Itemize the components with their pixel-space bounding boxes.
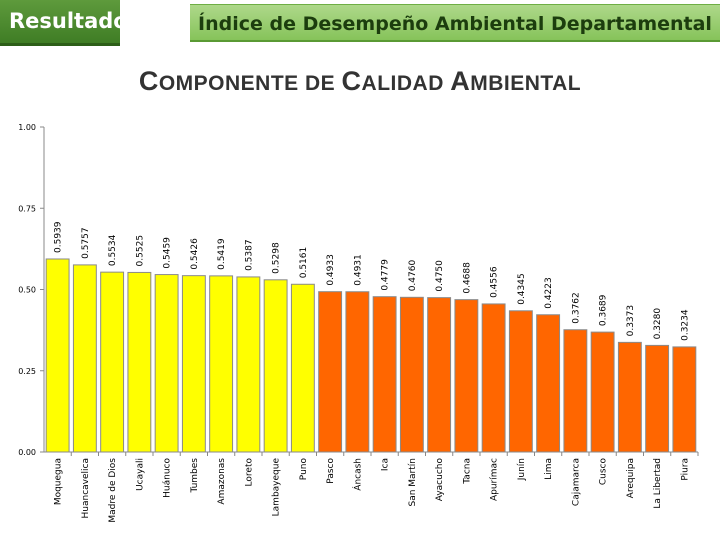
x-tick-label: Arequipa: [626, 458, 636, 498]
x-tick-label: Moquegua: [54, 458, 64, 505]
y-tick-label: 0.00: [18, 448, 36, 457]
chart-title-part: A: [450, 66, 471, 96]
x-tick-label: Huancavelica: [81, 458, 91, 518]
bar-value-label: 0.4760: [408, 260, 418, 292]
bar-value-label: 0.5298: [272, 242, 282, 274]
bar-value-label: 0.5426: [190, 238, 200, 270]
y-tick-label: 0.75: [18, 204, 36, 213]
x-tick-label: Cusco: [599, 458, 609, 486]
bar-value-label: 0.4345: [517, 273, 527, 305]
bar: [290, 283, 315, 453]
bar-value-label: 0.4223: [544, 277, 554, 309]
x-tick-label: Piura: [680, 458, 690, 481]
header: Resultado Índice de Desempeño Ambiental …: [0, 0, 720, 46]
x-tick-label: Ucayali: [135, 458, 145, 491]
bar: [536, 314, 561, 453]
chart-title-part: C: [341, 66, 362, 96]
bar-value-label: 0.4556: [490, 266, 500, 298]
bar: [454, 299, 479, 453]
bar: [345, 291, 370, 453]
x-tick-label: Tacna: [462, 458, 472, 485]
x-tick-label: Áncash: [351, 458, 363, 491]
bar: [127, 271, 152, 453]
x-tick-label: Lima: [544, 458, 554, 480]
x-tick-label: Pasco: [326, 458, 336, 484]
bar-value-label: 0.3762: [571, 292, 581, 324]
y-tick-label: 0.25: [18, 367, 36, 376]
bar: [617, 341, 642, 453]
x-tick-label: Loreto: [244, 458, 254, 487]
bar-value-label: 0.3689: [599, 294, 609, 326]
bar-value-label: 0.3373: [626, 305, 636, 337]
x-tick-label: San Martín: [408, 458, 418, 507]
bar: [236, 276, 261, 453]
bar-value-label: 0.5525: [135, 235, 145, 267]
y-tick-label: 1.00: [18, 123, 36, 132]
bar: [100, 271, 125, 453]
x-tick-label: Madre de Dios: [108, 458, 118, 523]
bar: [45, 258, 70, 453]
chart-title-part: C: [138, 66, 159, 96]
bar-value-label: 0.5459: [163, 237, 173, 269]
chart-title: COMPONENTE DE CALIDAD AMBIENTAL: [0, 66, 720, 97]
x-tick-label: Amazonas: [217, 458, 227, 505]
y-tick-label: 0.50: [18, 286, 36, 295]
bar-value-label: 0.4933: [326, 254, 336, 286]
chart-title-part: ALIDAD: [361, 72, 451, 95]
bar-value-label: 0.5757: [81, 227, 91, 259]
bar: [645, 344, 670, 453]
bar: [563, 329, 588, 453]
bar-value-label: 0.5534: [108, 234, 118, 266]
chart-title-part: MBIENTAL: [470, 72, 582, 95]
bar: [72, 264, 97, 453]
bar-value-label: 0.4688: [462, 262, 472, 294]
bar: [508, 310, 533, 453]
x-tick-label: Cajamarca: [571, 458, 581, 506]
result-tab[interactable]: Resultado: [0, 0, 128, 46]
bar: [181, 275, 206, 453]
bar-value-label: 0.5387: [244, 239, 254, 271]
x-tick-label: Ayacucho: [435, 458, 445, 502]
x-tick-label: Tumbes: [190, 458, 200, 494]
page-title: Índice de Desempeño Ambiental Departamen…: [190, 4, 720, 42]
bar: [318, 291, 343, 453]
bar: [672, 346, 697, 453]
x-tick-label: Apurímac: [490, 458, 500, 501]
bar-value-label: 0.5939: [54, 221, 64, 253]
bar-value-label: 0.4779: [381, 259, 391, 291]
bar: [399, 296, 424, 453]
bar: [263, 279, 288, 453]
bar-value-label: 0.3280: [653, 308, 663, 340]
bar: [209, 275, 234, 453]
bar: [481, 303, 506, 453]
bar-value-label: 0.5161: [299, 247, 309, 279]
x-tick-label: Lambayeque: [272, 458, 282, 517]
bar: [427, 297, 452, 453]
chart-title-part: OMPONENTE DE: [158, 72, 342, 95]
bar-value-label: 0.4931: [353, 254, 363, 286]
bar-value-label: 0.3234: [680, 309, 690, 341]
bar: [154, 274, 179, 453]
bar-value-label: 0.5419: [217, 238, 227, 270]
x-tick-label: Junín: [517, 458, 527, 481]
bar: [372, 296, 397, 453]
x-tick-label: Ica: [381, 458, 391, 471]
x-tick-label: La Libertad: [653, 458, 663, 509]
bar-value-label: 0.4750: [435, 260, 445, 292]
x-tick-label: Puno: [299, 458, 309, 481]
bar: [590, 331, 615, 453]
x-tick-label: Huánuco: [163, 458, 173, 498]
